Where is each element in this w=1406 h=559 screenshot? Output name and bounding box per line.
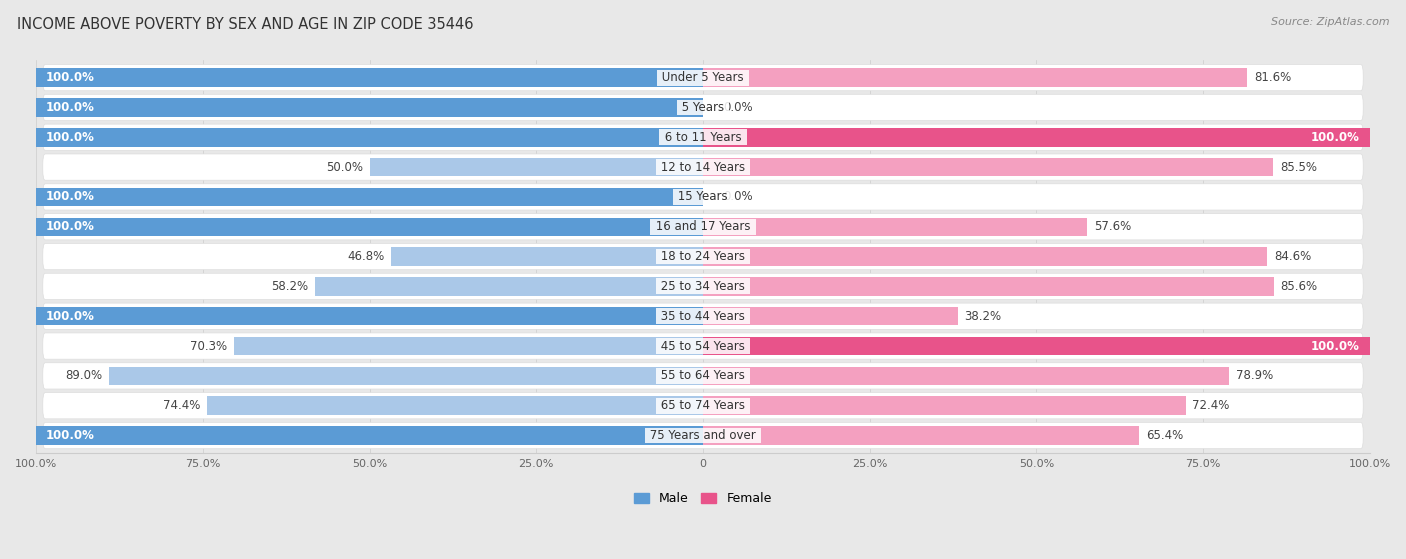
Text: 78.9%: 78.9%	[1236, 369, 1272, 382]
Text: 74.4%: 74.4%	[163, 399, 200, 412]
Bar	[703, 307, 957, 325]
FancyBboxPatch shape	[42, 363, 1364, 389]
Text: 45 to 54 Years: 45 to 54 Years	[657, 339, 749, 353]
Legend: Male, Female: Male, Female	[630, 487, 776, 510]
Text: 100.0%: 100.0%	[46, 429, 96, 442]
FancyBboxPatch shape	[42, 64, 1364, 91]
Bar	[37, 128, 703, 146]
FancyBboxPatch shape	[42, 124, 1364, 150]
Text: 100.0%: 100.0%	[1310, 339, 1360, 353]
Text: 0.0%: 0.0%	[723, 191, 752, 203]
Bar	[703, 158, 1274, 176]
FancyBboxPatch shape	[42, 214, 1364, 240]
Text: 12 to 14 Years: 12 to 14 Years	[657, 160, 749, 174]
FancyBboxPatch shape	[42, 273, 1364, 300]
Bar	[110, 367, 703, 385]
Text: 75 Years and over: 75 Years and over	[647, 429, 759, 442]
Bar	[703, 68, 1247, 87]
Bar	[37, 217, 703, 236]
Text: 25 to 34 Years: 25 to 34 Years	[657, 280, 749, 293]
FancyBboxPatch shape	[42, 333, 1364, 359]
Text: 100.0%: 100.0%	[46, 191, 96, 203]
Text: 6 to 11 Years: 6 to 11 Years	[661, 131, 745, 144]
FancyBboxPatch shape	[42, 244, 1364, 269]
Text: 100.0%: 100.0%	[46, 310, 96, 323]
Bar	[703, 217, 1087, 236]
Text: 72.4%: 72.4%	[1192, 399, 1230, 412]
Bar	[703, 277, 1274, 296]
Text: 100.0%: 100.0%	[46, 101, 96, 114]
FancyBboxPatch shape	[42, 184, 1364, 210]
Text: 38.2%: 38.2%	[965, 310, 1001, 323]
Bar	[315, 277, 703, 296]
Text: 89.0%: 89.0%	[66, 369, 103, 382]
FancyBboxPatch shape	[42, 423, 1364, 449]
Text: 100.0%: 100.0%	[1310, 131, 1360, 144]
Bar	[703, 128, 1369, 146]
FancyBboxPatch shape	[42, 392, 1364, 419]
Bar	[37, 188, 703, 206]
Text: 81.6%: 81.6%	[1254, 71, 1291, 84]
Text: 5 Years: 5 Years	[678, 101, 728, 114]
Bar	[703, 247, 1267, 266]
Bar	[37, 68, 703, 87]
Text: 15 Years: 15 Years	[675, 191, 731, 203]
Text: Under 5 Years: Under 5 Years	[658, 71, 748, 84]
Text: 100.0%: 100.0%	[46, 220, 96, 233]
Bar	[703, 367, 1229, 385]
Text: 100.0%: 100.0%	[46, 71, 96, 84]
Text: 35 to 44 Years: 35 to 44 Years	[657, 310, 749, 323]
Bar	[235, 337, 703, 356]
Text: 55 to 64 Years: 55 to 64 Years	[657, 369, 749, 382]
Bar	[37, 98, 703, 117]
Bar	[703, 337, 1369, 356]
Bar	[703, 427, 1139, 445]
Text: 46.8%: 46.8%	[347, 250, 384, 263]
Bar	[37, 427, 703, 445]
Text: INCOME ABOVE POVERTY BY SEX AND AGE IN ZIP CODE 35446: INCOME ABOVE POVERTY BY SEX AND AGE IN Z…	[17, 17, 474, 32]
Text: 70.3%: 70.3%	[190, 339, 228, 353]
Text: 18 to 24 Years: 18 to 24 Years	[657, 250, 749, 263]
FancyBboxPatch shape	[42, 303, 1364, 329]
Text: 85.5%: 85.5%	[1279, 160, 1317, 174]
Text: 65.4%: 65.4%	[1146, 429, 1182, 442]
Text: 100.0%: 100.0%	[46, 131, 96, 144]
Bar	[37, 307, 703, 325]
Bar	[370, 158, 703, 176]
Bar	[703, 396, 1185, 415]
Text: 58.2%: 58.2%	[271, 280, 308, 293]
Text: 57.6%: 57.6%	[1094, 220, 1130, 233]
Bar	[391, 247, 703, 266]
Bar	[207, 396, 703, 415]
FancyBboxPatch shape	[42, 154, 1364, 180]
Text: 0.0%: 0.0%	[723, 101, 752, 114]
FancyBboxPatch shape	[42, 94, 1364, 121]
Text: 65 to 74 Years: 65 to 74 Years	[657, 399, 749, 412]
Text: Source: ZipAtlas.com: Source: ZipAtlas.com	[1271, 17, 1389, 27]
Text: 16 and 17 Years: 16 and 17 Years	[652, 220, 754, 233]
Text: 85.6%: 85.6%	[1281, 280, 1317, 293]
Text: 84.6%: 84.6%	[1274, 250, 1312, 263]
Text: 50.0%: 50.0%	[326, 160, 363, 174]
